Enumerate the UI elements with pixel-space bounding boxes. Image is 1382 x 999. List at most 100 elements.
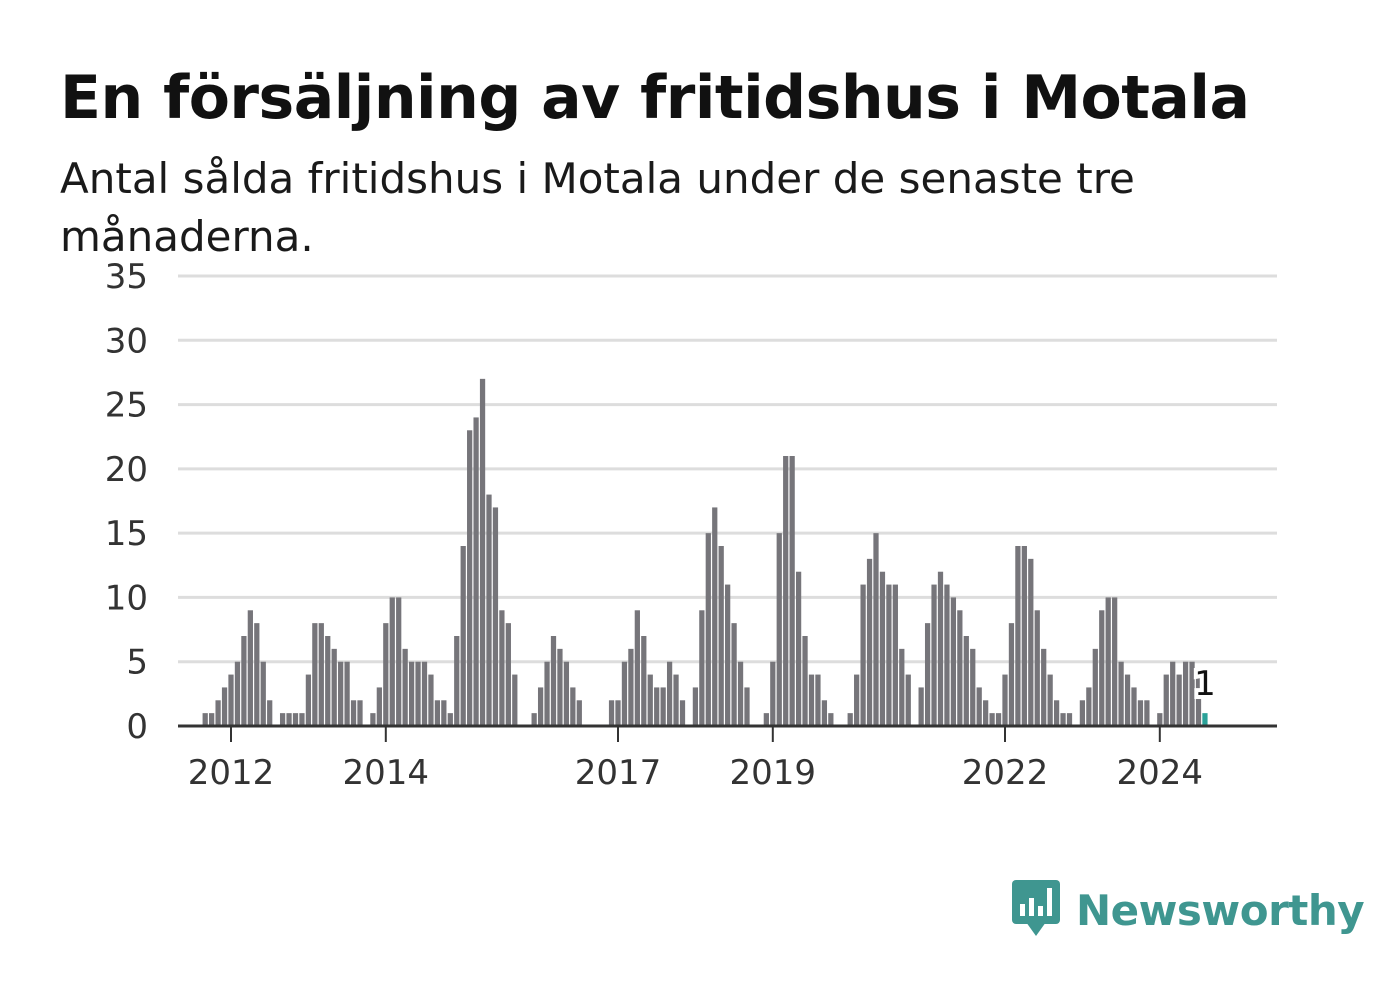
newsworthy-logo-icon [1010,878,1062,942]
bar [725,584,731,726]
bar [1182,661,1189,726]
bar [1066,713,1073,726]
bar [673,674,679,726]
bar [415,661,421,726]
bar [428,674,434,726]
bar [886,584,892,726]
bar [679,700,686,726]
bar [421,661,428,726]
bar [628,648,634,726]
bar [305,674,312,726]
bar [350,700,357,726]
chart-subtitle: Antal sålda fritidshus i Motala under de… [60,154,1135,261]
bar [666,661,673,726]
bar [937,571,944,726]
bar [344,661,350,726]
bar [815,674,821,726]
bar [570,687,576,726]
bar [783,456,789,726]
bar [215,700,221,726]
bar [718,546,724,726]
bar [325,636,331,726]
x-tick-label: 2014 [343,753,430,793]
bar [692,687,699,726]
brand-logo[interactable]: Newsworthy [1010,878,1365,942]
bar [396,597,402,726]
bar [460,546,466,726]
bar [770,661,776,726]
bar [1092,648,1098,726]
bar [1176,674,1182,726]
bar [1041,648,1047,726]
bars [202,378,1208,726]
bar [1021,546,1027,726]
bar [1099,610,1105,726]
bar [254,623,260,726]
bar [441,700,447,726]
bar [641,636,647,726]
y-tick-label: 20 [105,450,148,490]
bar [712,507,718,726]
bar [473,417,479,726]
bar [260,661,266,726]
bar [318,623,324,726]
y-tick-label: 15 [105,514,148,554]
bar [892,584,898,726]
bar [1124,674,1131,726]
bar [963,636,969,726]
bar [828,713,834,726]
last-value-label: 1 [1194,664,1216,704]
bar [1112,597,1118,726]
y-tick-label: 35 [105,257,148,297]
bar [924,623,931,726]
bar [338,661,344,726]
bar [899,648,905,726]
bar [550,636,557,726]
bar [905,674,911,726]
bar [467,430,473,726]
bar [983,700,989,726]
bar [228,674,234,726]
y-tick-label: 30 [105,321,148,361]
bar [247,610,253,726]
bar [209,713,215,726]
brand-name: Newsworthy [1076,885,1365,935]
bar [854,674,860,726]
bar [447,713,453,726]
bar [383,623,389,726]
bar [1170,661,1176,726]
x-axis: 2012 2014 2017 2019 2022 2024 [178,724,1277,793]
bar [234,661,241,726]
bar [376,687,382,726]
bar [557,648,563,726]
bar [479,378,486,726]
bar [795,571,802,726]
bar [241,636,247,726]
bar [1008,623,1015,726]
bar [608,700,615,726]
bar [1144,700,1150,726]
bar [563,661,570,726]
bar [292,713,299,726]
bar [537,687,544,726]
bar [1028,558,1034,726]
bar [1086,687,1092,726]
bar [950,597,957,726]
bar [389,597,395,726]
bar [221,687,228,726]
bar [1137,700,1144,726]
bar [995,713,1002,726]
bar [821,700,828,726]
bar [299,713,305,726]
x-tick-label: 2017 [575,753,662,793]
bar [1163,674,1169,726]
bar [267,700,273,726]
bar [647,674,653,726]
bar [1060,713,1066,726]
bar [731,623,737,726]
x-tick-label: 2019 [730,753,817,793]
bar [699,610,705,726]
bar [808,674,815,726]
bar [944,584,950,726]
